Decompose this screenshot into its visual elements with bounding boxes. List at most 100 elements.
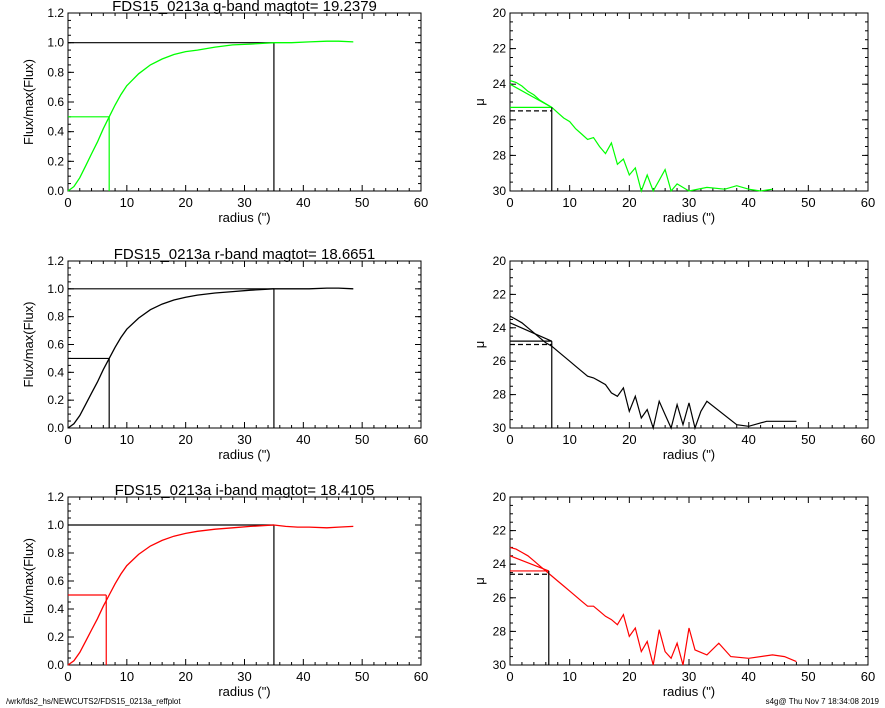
x-tick-label: 40 [296,669,310,684]
x-tick-label: 60 [414,669,428,684]
y-tick-label: 20 [493,490,507,504]
y-tick-label: 20 [493,6,507,20]
x-tick-label: 40 [741,432,755,447]
y-tick-label: 22 [493,524,507,538]
y-axis-label: μ [472,98,487,106]
y-tick-label: 1.0 [47,518,64,532]
x-tick-label: 40 [296,195,310,210]
y-tick-label: 0.0 [47,658,64,672]
x-tick-label: 10 [562,669,576,684]
y-tick-label: 26 [493,354,507,368]
x-tick-label: 20 [622,432,636,447]
x-axis-label: radius (") [663,210,715,225]
y-tick-label: 1.0 [47,282,64,296]
x-tick-label: 50 [355,195,369,210]
y-tick-label: 0.4 [47,365,64,379]
panel-i-growth-curve: 0 10 20 30 40 50 60 0.0 0.2 0.4 0.6 0.8 1.0 1.2 radius… [21,482,428,699]
y-tick-label: 22 [493,42,507,56]
x-tick-label: 0 [506,195,513,210]
y-tick-label: 0.0 [47,184,64,198]
surface-brightness-profile [509,546,797,666]
footer-timestamp: s4g@ Thu Nov 7 18:34:08 2019 [765,697,879,706]
x-tick-label: 50 [355,669,369,684]
y-tick-label: 0.8 [47,546,64,560]
panel-title: FDS15_0213a i-band magtot= 18.4105 [115,482,375,499]
y-axis-label: Flux/max(Flux) [21,59,36,145]
panel-g-growth-curve: 0 10 20 30 40 50 60 0.0 0.2 0.4 0.6 0.8 1.0 1.2 radius… [21,0,428,225]
x-tick-label: 60 [414,432,428,447]
y-tick-label: 0.4 [47,602,64,616]
surface-brightness-profile [509,80,773,194]
y-tick-label: 20 [493,254,507,268]
y-tick-label: 28 [493,148,507,162]
x-tick-label: 30 [237,432,251,447]
y-tick-label: 0.2 [47,630,64,644]
x-tick-label: 20 [178,432,192,447]
profile-fit-line [509,555,550,572]
x-tick-label: 10 [562,432,576,447]
y-tick-label: 0.8 [47,65,64,79]
axes-frame [67,260,422,429]
x-tick-label: 10 [120,432,134,447]
growth-curve-line [67,287,354,429]
x-tick-label: 30 [237,195,251,210]
y-tick-label: 28 [493,624,507,638]
y-tick-label: 26 [493,591,507,605]
y-tick-label: 0.6 [47,338,64,352]
x-tick-label: 40 [741,195,755,210]
y-tick-label: 0.2 [47,154,64,168]
x-tick-label: 0 [64,432,71,447]
panel-title: FDS15_0213a g-band magtot= 19.2379 [112,0,377,15]
y-tick-label: 0.4 [47,125,64,139]
y-tick-label: 30 [493,658,507,672]
x-tick-label: 0 [64,195,71,210]
x-tick-label: 0 [64,669,71,684]
surface-brightness-profile [509,315,797,431]
profile-fit-line [509,322,553,342]
x-axis-label: radius (") [663,447,715,462]
profile-fit-line [509,83,553,108]
y-axis-label: Flux/max(Flux) [21,538,36,624]
y-tick-label: 24 [493,321,507,335]
footer-file-path: /wrk/fds2_hs/NEWCUTS2/FDS15_0213a_reffpl… [6,697,181,706]
y-tick-label: 24 [493,77,507,91]
x-tick-label: 60 [861,669,875,684]
x-axis-label: radius (") [218,210,270,225]
x-tick-label: 40 [296,432,310,447]
x-tick-label: 50 [801,669,815,684]
x-tick-label: 20 [178,195,192,210]
x-tick-label: 60 [414,195,428,210]
x-tick-label: 40 [741,669,755,684]
growth-curve-line [67,40,354,192]
x-tick-label: 10 [120,195,134,210]
y-tick-label: 0.0 [47,421,64,435]
x-tick-label: 50 [355,432,369,447]
y-tick-label: 0.6 [47,95,64,109]
x-tick-label: 20 [178,669,192,684]
x-tick-label: 30 [682,195,696,210]
x-axis-label: radius (") [218,447,270,462]
x-tick-label: 60 [861,432,875,447]
axes-frame [67,496,422,666]
axes-frame [509,12,869,192]
x-tick-label: 30 [237,669,251,684]
x-axis-label: radius (") [218,684,270,699]
y-axis-label: Flux/max(Flux) [21,302,36,388]
y-tick-label: 28 [493,388,507,402]
x-tick-label: 30 [682,432,696,447]
y-tick-label: 0.6 [47,574,64,588]
y-tick-label: 26 [493,113,507,127]
x-tick-label: 0 [506,432,513,447]
y-axis-label: μ [472,577,487,585]
x-tick-label: 50 [801,432,815,447]
y-tick-label: 24 [493,557,507,571]
x-tick-label: 20 [622,195,636,210]
y-tick-label: 1.2 [47,490,64,504]
y-axis-label: μ [472,341,487,349]
x-tick-label: 30 [682,669,696,684]
x-tick-label: 10 [562,195,576,210]
y-tick-label: 1.2 [47,6,64,20]
